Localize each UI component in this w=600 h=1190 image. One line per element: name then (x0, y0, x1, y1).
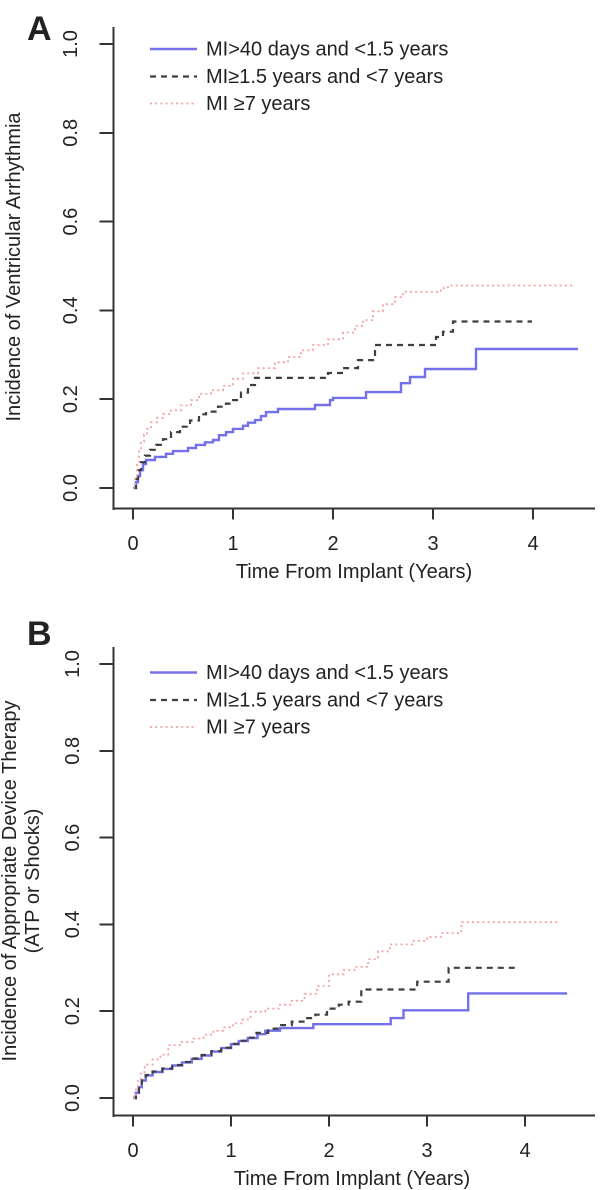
panel-a-x-tick-label: 3 (427, 533, 438, 555)
panel-a-y-tick-label: 0.8 (60, 119, 82, 147)
panel-b-legend-label: MI ≥7 years (206, 717, 310, 739)
panel-a-y-tick-label: 0.0 (60, 474, 82, 502)
panel-a-y-tick-label: 0.4 (60, 296, 82, 324)
panel-b-y-tick-label: 0.8 (62, 737, 84, 765)
panel-b-y-axis-title: Incidence of Appropriate Device Therapy (0, 701, 21, 1062)
panel-b-y-tick-label: 0.0 (62, 1084, 84, 1112)
panel-a-y-tick-label: 0.2 (60, 385, 82, 413)
panel-b-label: B (27, 615, 52, 653)
panel-a-x-tick-label: 1 (227, 533, 238, 555)
panel-b-series-solid-curve (133, 992, 568, 1100)
panel-a-x-tick-label: 0 (127, 533, 138, 555)
panel-b-y-tick-label: 0.2 (62, 997, 84, 1025)
panel-b-x-tick-label: 1 (225, 1140, 236, 1162)
panel-a-label: A (27, 10, 52, 48)
panel-b-y-axis-title: (ATP or Shocks) (22, 809, 44, 954)
panel-b-series-dotted-curve (133, 921, 558, 1099)
panel-b-x-tick-label: 3 (421, 1140, 432, 1162)
panel-a-legend-label: MI≥1.5 years and <7 years (206, 66, 443, 88)
panel-a-y-axis-title: Incidence of Ventricular Arrhythmia (3, 112, 25, 422)
panel-b-y-tick-label: 0.4 (62, 910, 84, 938)
panel-a-series-solid-curve (133, 347, 578, 490)
panel-b-y-tick-label: 0.6 (62, 824, 84, 852)
panel-b-x-tick-label: 2 (323, 1140, 334, 1162)
panel-b-legend-label: MI≥1.5 years and <7 years (206, 690, 443, 712)
panel-b-series-dashed-curve (133, 966, 518, 1100)
panel-b-x-tick-label: 0 (127, 1140, 138, 1162)
panel-a-legend-label: MI>40 days and <1.5 years (206, 39, 448, 61)
panel-b-y-tick-label: 1.0 (62, 650, 84, 678)
panel-a-series-dotted-curve (133, 284, 573, 489)
panel-b-x-tick-label: 4 (519, 1140, 530, 1162)
panel-a-x-axis-title: Time From Implant (Years) (236, 561, 472, 583)
panel-a-x-tick-label: 4 (527, 533, 538, 555)
panel-b-legend-label: MI>40 days and <1.5 years (206, 662, 448, 684)
panel-b-x-axis-title: Time From Implant (Years) (234, 1168, 470, 1190)
panel-a-legend-label: MI ≥7 years (206, 93, 310, 115)
panel-a-y-tick-label: 1.0 (60, 30, 82, 58)
panel-a-y-tick-label: 0.6 (60, 208, 82, 236)
panel-a-series-dashed-curve (133, 320, 532, 490)
panel-a-x-tick-label: 2 (327, 533, 338, 555)
